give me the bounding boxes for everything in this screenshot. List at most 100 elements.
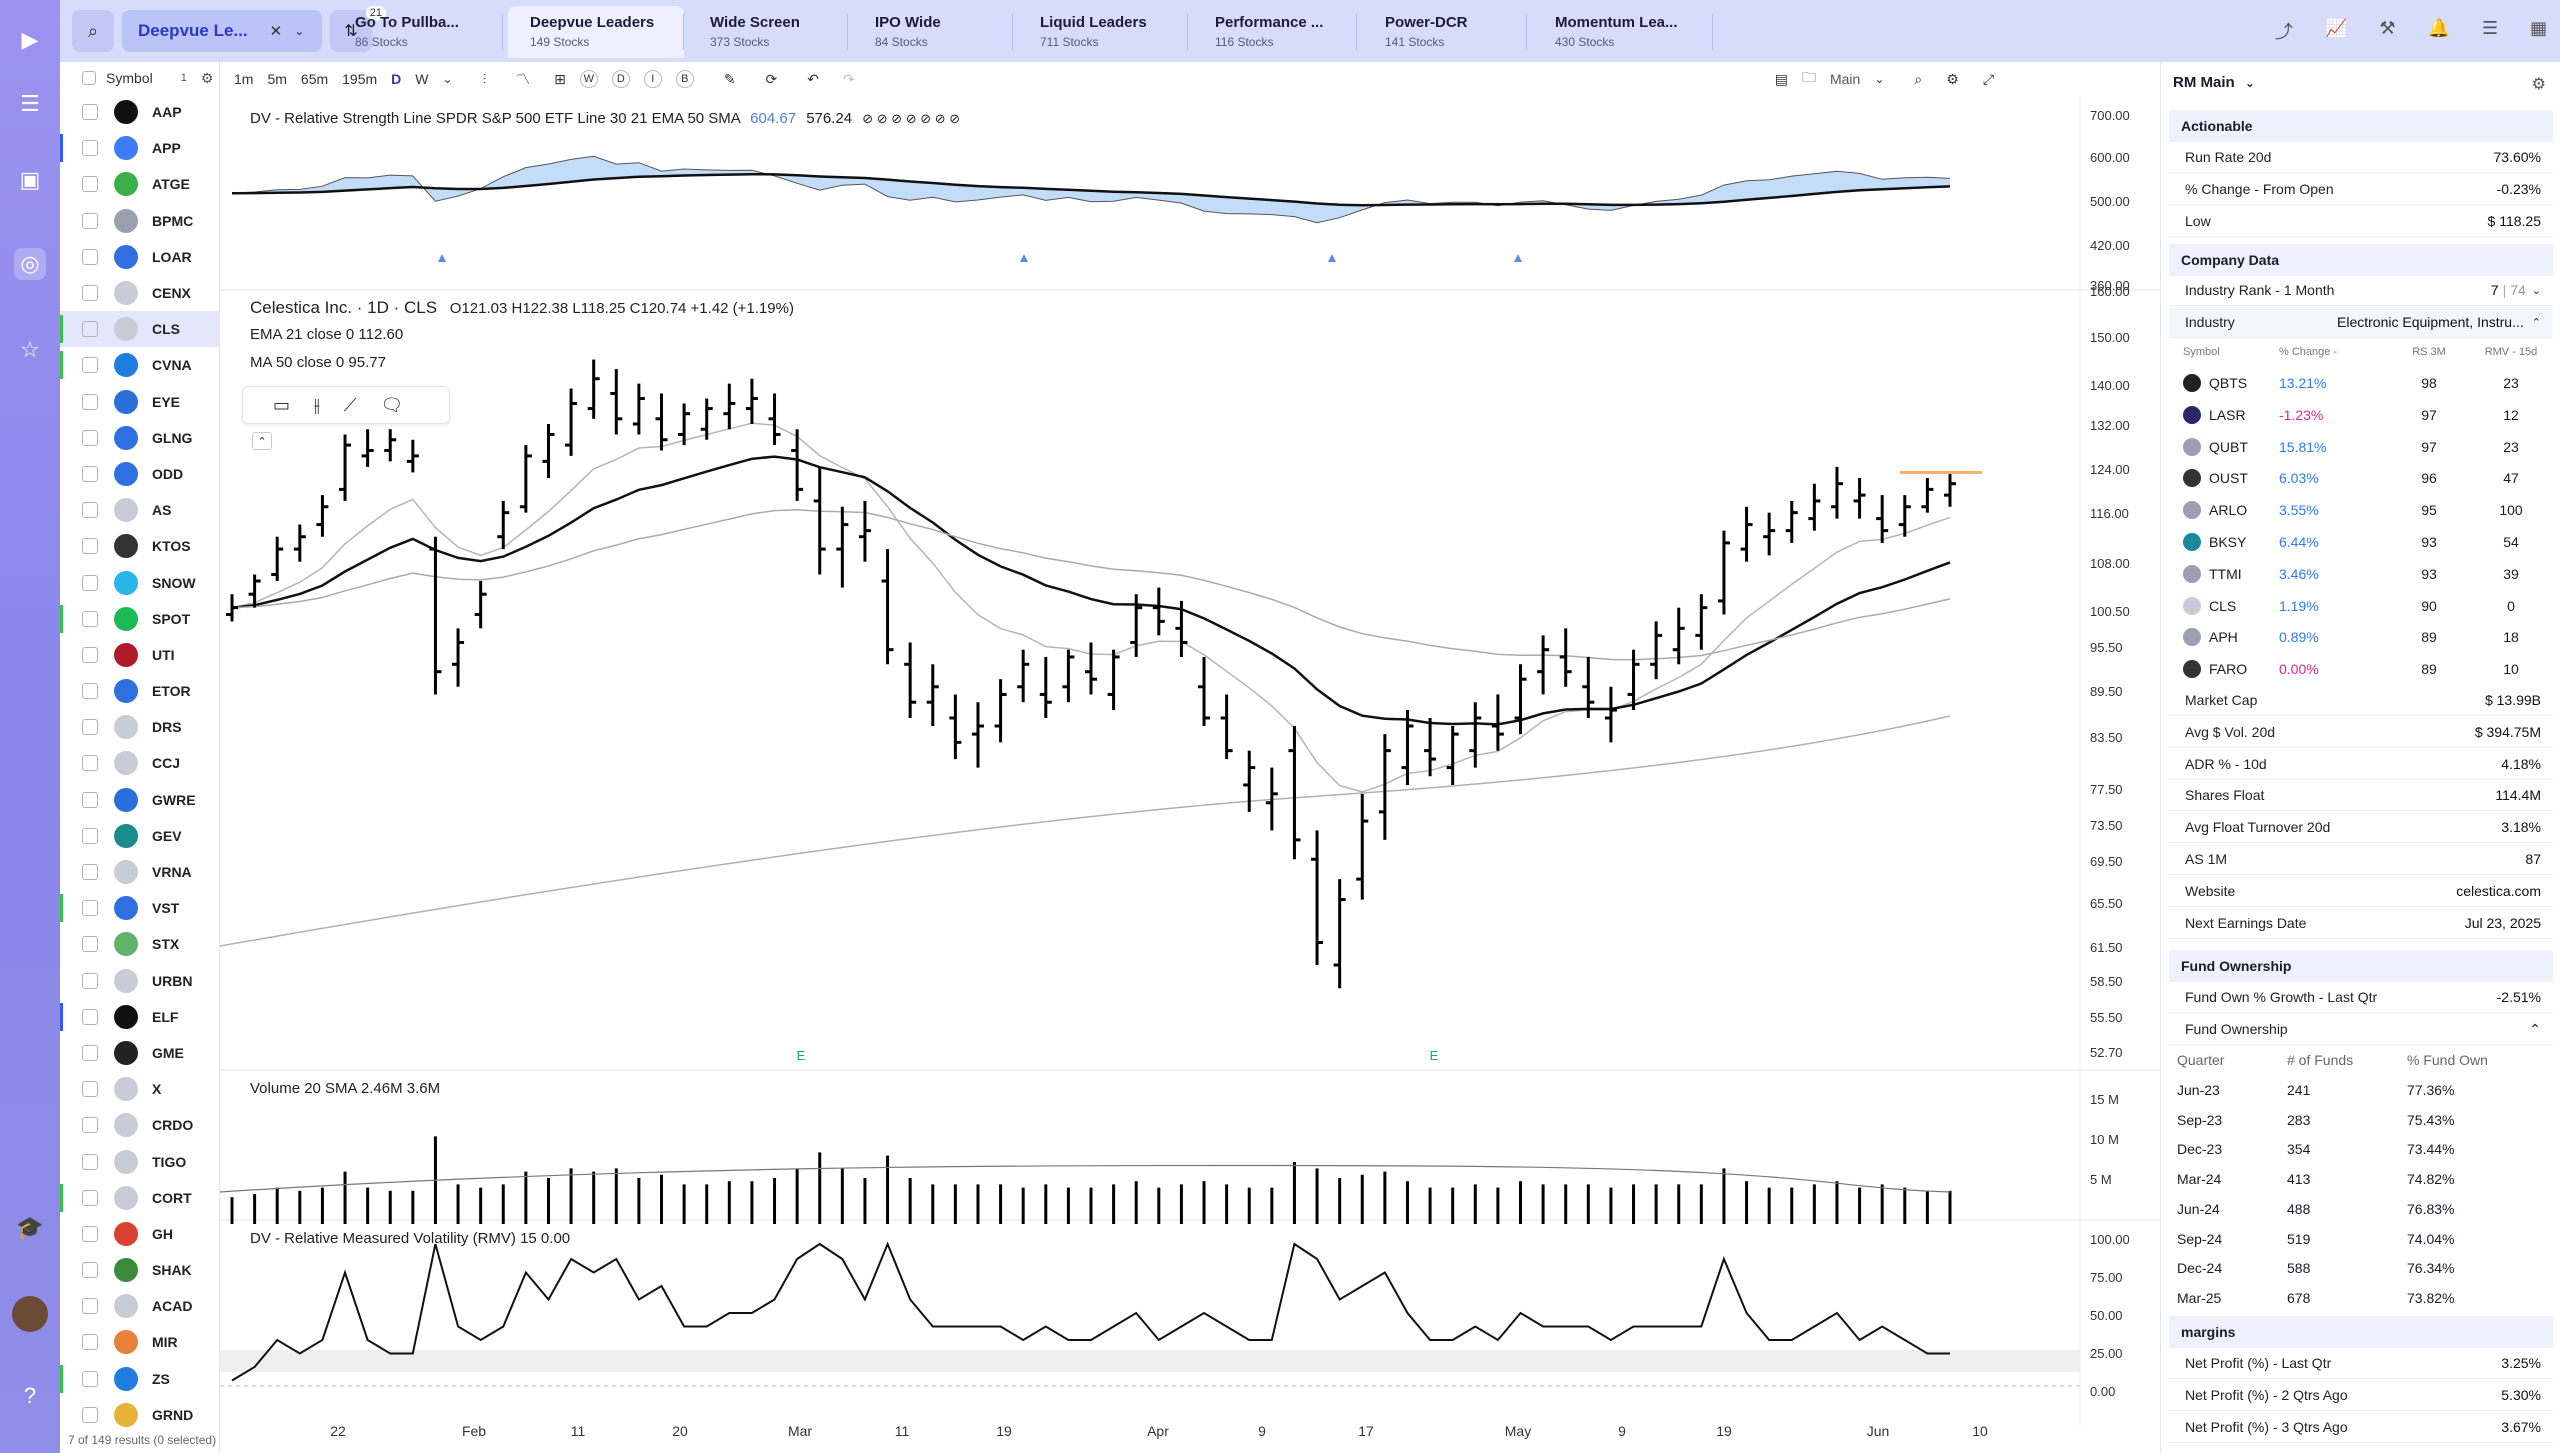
row-checkbox[interactable]: [82, 791, 98, 808]
search-button[interactable]: ⌕: [72, 10, 114, 52]
watchlist-row[interactable]: APP: [60, 130, 219, 166]
row-checkbox[interactable]: [82, 1298, 98, 1315]
draw-icon[interactable]: ✎: [723, 70, 736, 87]
row-checkbox[interactable]: [82, 1406, 98, 1423]
layout-save-icon[interactable]: ▤: [1774, 70, 1788, 87]
symbol-header[interactable]: Symbol: [106, 70, 153, 86]
company-data-section[interactable]: Company Data: [2169, 244, 2553, 276]
tools-icon[interactable]: ⚒: [2379, 18, 2396, 38]
indicators-icon[interactable]: 〽: [516, 71, 531, 87]
watchlist-row[interactable]: CLS: [60, 311, 219, 348]
row-checkbox[interactable]: [82, 1370, 98, 1387]
screener-select[interactable]: Deepvue Le... ✕ ⌄: [122, 10, 322, 52]
watchlist-row[interactable]: ELF: [60, 999, 219, 1035]
select-all-checkbox[interactable]: [82, 71, 96, 85]
row-checkbox[interactable]: [82, 538, 98, 555]
watchlist-row[interactable]: ZS: [60, 1361, 219, 1397]
watchlist-row[interactable]: GEV: [60, 818, 219, 854]
undo-icon[interactable]: ↶: [807, 70, 820, 87]
watchlist-row[interactable]: MIR: [60, 1324, 219, 1360]
layout-name[interactable]: Main: [1829, 71, 1861, 87]
row-checkbox[interactable]: [82, 1044, 98, 1061]
row-checkbox[interactable]: [82, 465, 98, 482]
fullscreen-icon[interactable]: ⤢: [1982, 70, 1995, 87]
row-checkbox[interactable]: [82, 719, 98, 736]
grid-icon[interactable]: ▦: [2530, 18, 2548, 38]
collapse-legend-icon[interactable]: ⌃: [252, 432, 272, 450]
watchlist-row[interactable]: UTI: [60, 637, 219, 673]
list-icon[interactable]: ☰: [2481, 18, 2499, 38]
help-icon[interactable]: ?: [23, 1383, 37, 1408]
peer-row[interactable]: OUST 6.03% 96 47: [2169, 463, 2553, 493]
tab-3[interactable]: IPO Wide 84 Stocks: [853, 6, 1013, 58]
chevron-down-icon[interactable]: ⌄: [294, 24, 305, 38]
deepvue-logo-icon[interactable]: ▶: [21, 27, 39, 52]
watchlist-row[interactable]: CORT: [60, 1180, 219, 1216]
interval-3[interactable]: 195m: [342, 71, 378, 87]
row-checkbox[interactable]: [82, 755, 98, 772]
industry-row[interactable]: Industry Electronic Equipment, Instru... ⌃: [2169, 307, 2553, 338]
row-checkbox[interactable]: [82, 1189, 98, 1206]
d-icon[interactable]: D: [611, 70, 630, 88]
share-icon[interactable]: ⤴: [2275, 22, 2293, 42]
peer-row[interactable]: FARO 0.00% 89 10: [2169, 654, 2553, 684]
watchlist-row[interactable]: GME: [60, 1035, 219, 1071]
row-checkbox[interactable]: [82, 429, 98, 446]
row-checkbox[interactable]: [82, 1334, 98, 1351]
watchlist-row[interactable]: LOAR: [60, 239, 219, 275]
watchlist-row[interactable]: SPOT: [60, 601, 219, 637]
watchlist-row[interactable]: GWRE: [60, 782, 219, 818]
watchlist-row[interactable]: VRNA: [60, 854, 219, 890]
i-icon[interactable]: I: [643, 70, 662, 88]
interval-2[interactable]: 65m: [300, 71, 329, 87]
bar-style-icon[interactable]: ⫶: [482, 70, 487, 87]
watchlist-star-icon[interactable]: ☆: [20, 337, 40, 362]
row-checkbox[interactable]: [82, 1117, 98, 1134]
templates-icon[interactable]: ⊞: [554, 70, 566, 87]
margins-section[interactable]: margins: [2169, 1316, 2553, 1348]
avatar[interactable]: [12, 1296, 48, 1332]
peer-row[interactable]: APH 0.89% 89 18: [2169, 622, 2553, 652]
chart-icon[interactable]: 📈: [2325, 18, 2348, 38]
watchlist-row[interactable]: URBN: [60, 963, 219, 999]
row-checkbox[interactable]: [82, 972, 98, 989]
watchlist-row[interactable]: CENX: [60, 275, 219, 311]
tab-6[interactable]: Power-DCR 141 Stocks: [1363, 6, 1527, 58]
watchlist-row[interactable]: SHAK: [60, 1252, 219, 1288]
row-checkbox[interactable]: [82, 321, 98, 338]
watchlist-row[interactable]: AS: [60, 492, 219, 528]
rectangle-tool-icon[interactable]: ▭: [273, 394, 291, 415]
watchlist-row[interactable]: VST: [60, 890, 219, 926]
peer-row[interactable]: QUBT 15.81% 97 23: [2169, 432, 2553, 462]
row-checkbox[interactable]: [82, 140, 98, 157]
panel-title[interactable]: RM Main ⌄: [2173, 74, 2255, 91]
watchlist-row[interactable]: STX: [60, 926, 219, 962]
watchlist-row[interactable]: X: [60, 1071, 219, 1107]
peer-row[interactable]: QBTS 13.21% 98 23: [2169, 368, 2553, 398]
watchlist-row[interactable]: GH: [60, 1216, 219, 1252]
row-checkbox[interactable]: [82, 212, 98, 229]
watchlist-row[interactable]: GRND: [60, 1397, 219, 1433]
chart-settings-icon[interactable]: ⚙: [1946, 70, 1959, 87]
actionable-section[interactable]: Actionable: [2169, 110, 2553, 142]
row-checkbox[interactable]: [82, 502, 98, 519]
fund-ownership-toggle[interactable]: Fund Ownership ⌃: [2169, 1014, 2553, 1045]
row-checkbox[interactable]: [82, 248, 98, 265]
filter-button[interactable]: ⇅ 21: [330, 6, 386, 52]
watchlist-row[interactable]: BPMC: [60, 203, 219, 239]
row-checkbox[interactable]: [82, 1225, 98, 1242]
row-checkbox[interactable]: [82, 176, 98, 193]
watchlist-row[interactable]: TIGO: [60, 1143, 219, 1179]
row-checkbox[interactable]: [82, 357, 98, 374]
refresh-icon[interactable]: ⟳: [765, 70, 778, 87]
row-checkbox[interactable]: [82, 104, 98, 121]
tab-4[interactable]: Liquid Leaders 711 Stocks: [1018, 6, 1188, 58]
panel-settings-icon[interactable]: ⚙: [2531, 76, 2546, 93]
watchlist-row[interactable]: AAP: [60, 94, 219, 130]
watchlist-row[interactable]: SNOW: [60, 564, 219, 600]
price-chart[interactable]: 160.00 150.00 140.00 132.00 124.00 116.00 108.…: [219, 96, 2160, 1453]
peer-row[interactable]: TTMI 3.46% 93 39: [2169, 559, 2553, 589]
row-checkbox[interactable]: [82, 393, 98, 410]
watchlist-row[interactable]: ATGE: [60, 166, 219, 202]
b-icon[interactable]: B: [675, 70, 694, 88]
